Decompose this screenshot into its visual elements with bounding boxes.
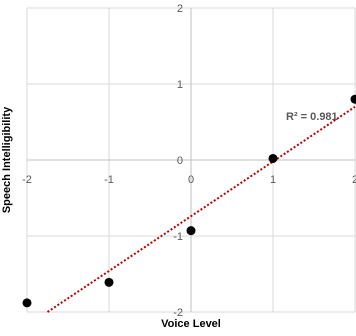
x-tick-label: 0 xyxy=(188,174,194,186)
y-tick-label: -1 xyxy=(173,231,183,243)
y-axis-title: Speech Intelligibility xyxy=(1,106,13,213)
data-point xyxy=(105,278,114,287)
x-tick-label: -1 xyxy=(104,174,114,186)
y-tick-label: 2 xyxy=(177,3,183,15)
data-point xyxy=(23,298,32,307)
x-tick-label: 2 xyxy=(352,174,356,186)
gridlines xyxy=(27,8,355,312)
x-tick-label: 1 xyxy=(270,174,276,186)
data-points xyxy=(23,95,356,308)
x-tick-label: -2 xyxy=(22,174,32,186)
data-point xyxy=(269,154,278,163)
linear-trendline xyxy=(48,107,356,312)
r-squared-label: R² = 0.981 xyxy=(286,111,338,123)
y-tick-label: 1 xyxy=(177,79,183,91)
x-axis-title: Voice Level xyxy=(161,318,221,330)
trendline-layer xyxy=(48,107,356,312)
data-point xyxy=(351,95,356,104)
y-tick-label: 0 xyxy=(177,155,183,167)
data-point xyxy=(187,226,196,235)
